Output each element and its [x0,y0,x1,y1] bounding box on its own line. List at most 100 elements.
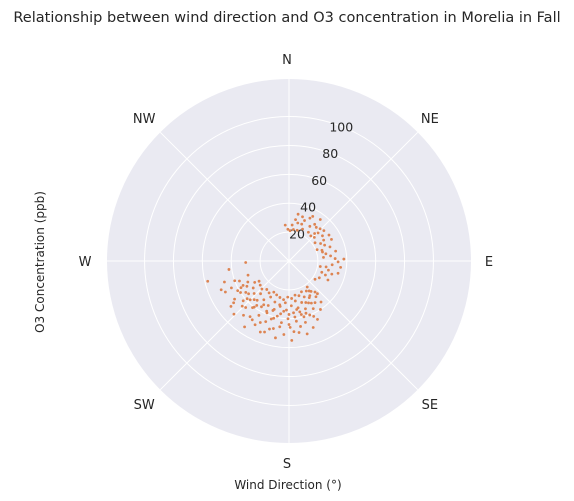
data-point [260,287,264,291]
data-point [288,326,292,329]
data-point [257,279,261,283]
data-point [244,306,248,309]
data-point [309,301,313,305]
data-point [257,313,261,317]
data-point [271,309,275,312]
data-point [247,292,250,296]
data-point [314,225,318,229]
data-point [317,276,321,280]
data-point [227,268,231,271]
data-point [302,295,306,299]
data-point [283,223,287,227]
data-point [316,318,319,321]
data-point [330,263,334,267]
data-point [236,289,240,293]
grid-spoke-nw [159,131,290,262]
data-point [292,228,295,231]
data-point [324,265,328,269]
data-point [278,303,282,307]
data-point [255,298,259,302]
data-point [294,319,298,323]
data-point [269,317,273,321]
data-point [287,313,291,316]
data-point [293,299,297,303]
data-point [319,242,322,245]
data-point [232,312,236,316]
data-point [260,305,263,309]
data-point [293,315,297,319]
data-point [241,299,245,303]
data-point [248,315,252,319]
data-point [292,330,296,334]
data-point [308,313,312,317]
data-point [283,301,287,305]
data-point [304,301,308,304]
x-axis-label: Wind Direction (°) [234,478,341,492]
data-point [299,313,303,316]
data-point [248,298,252,302]
data-point [285,308,288,312]
data-point [308,294,312,298]
polar-grid [107,79,471,443]
data-point [330,237,333,241]
data-point [318,218,322,221]
data-point [239,291,242,294]
data-point [278,296,282,299]
data-point [313,222,317,226]
data-point [282,298,285,302]
data-point [262,303,266,307]
data-point [272,290,276,294]
data-point [318,265,322,268]
data-point [320,248,324,252]
data-point [233,279,237,283]
direction-label-w: W [79,255,92,270]
data-point [301,227,304,231]
data-point [339,265,343,269]
data-point [242,313,245,317]
data-point [265,309,269,313]
data-point [295,228,299,232]
data-point [275,314,279,318]
data-point [297,294,301,298]
data-point [300,222,304,226]
data-point [294,218,297,222]
data-point [336,271,340,275]
data-point [304,289,308,293]
data-point [314,295,318,299]
data-point [302,315,306,319]
direction-label-nw: NW [133,112,156,127]
data-point [244,291,248,294]
data-point [282,333,286,336]
data-point [274,336,277,340]
data-point [322,238,326,242]
data-point [230,286,233,290]
data-point [328,245,332,249]
data-point [297,331,301,334]
data-point [329,254,332,258]
data-point [324,252,328,256]
scatter-points [206,212,346,342]
data-point [304,320,307,324]
data-point [304,307,307,311]
direction-label-ne: NE [421,112,439,127]
data-point [323,243,327,247]
data-point [232,301,236,305]
data-point [301,215,304,219]
data-point [266,304,270,307]
data-point [219,288,223,292]
data-point [272,327,275,330]
data-point [229,304,233,308]
data-point [268,327,271,331]
data-point [322,255,325,259]
data-point [333,257,337,260]
data-point [296,221,300,225]
data-point [246,280,250,284]
data-point [255,304,259,307]
data-point [290,339,294,342]
data-point [278,325,282,329]
data-point [206,279,210,283]
data-point [313,232,317,235]
data-point [308,224,312,228]
